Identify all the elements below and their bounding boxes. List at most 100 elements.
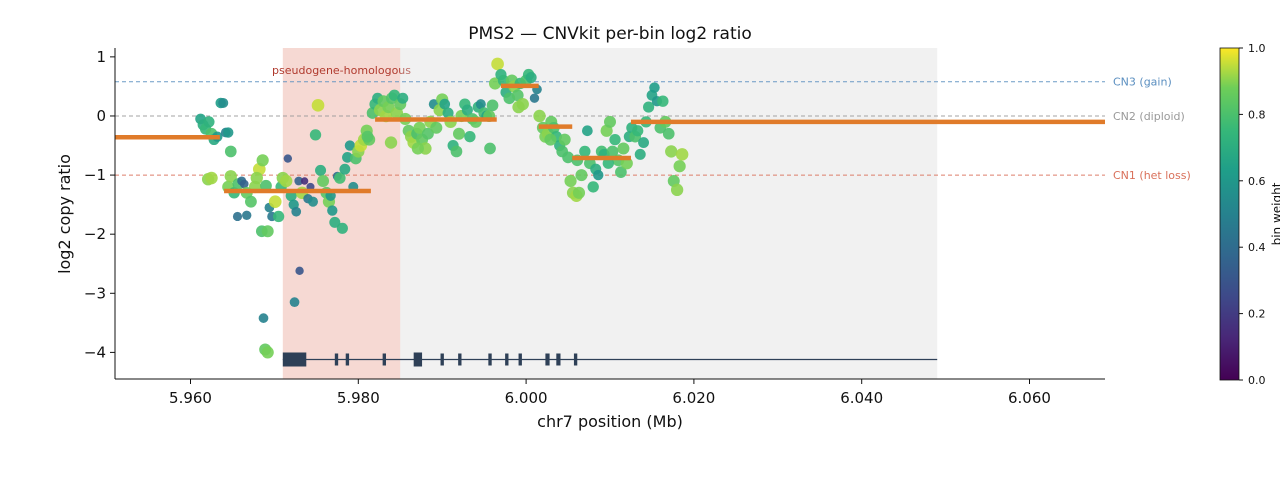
ref-label-0: CN3 (gain) <box>1113 76 1172 89</box>
bin-point-160 <box>609 133 621 146</box>
bin-point-183 <box>673 160 686 173</box>
bin-point-31 <box>242 210 252 220</box>
gene-exon-12 <box>573 353 578 366</box>
bin-point-99 <box>439 98 451 110</box>
bin-point-159 <box>606 145 619 158</box>
bin-point-177 <box>657 95 669 107</box>
bin-point-103 <box>450 145 463 158</box>
bin-point-25 <box>260 179 272 192</box>
bin-point-144 <box>564 174 577 188</box>
x-tick-label-0: 5.960 <box>169 389 212 407</box>
bin-point-81 <box>388 89 401 101</box>
y-tick-label-5: −4 <box>84 343 106 361</box>
x-tick-label-5: 6.060 <box>1008 389 1051 407</box>
bin-point-11 <box>224 145 237 158</box>
bin-point-118 <box>491 57 504 71</box>
gene-exon-2 <box>345 353 350 366</box>
bin-point-19 <box>239 179 249 189</box>
y-axis-ticks: 1 0 −1 −2 −3 −4 <box>84 48 115 361</box>
bin-point-170 <box>638 137 649 149</box>
bin-point-152 <box>587 181 599 193</box>
bin-point-10 <box>223 127 234 138</box>
bin-point-24 <box>256 154 269 167</box>
bin-point-194 <box>250 171 263 185</box>
bin-point-187 <box>544 133 557 146</box>
cb-tick-label-0: 0.0 <box>1248 374 1266 387</box>
bin-point-30 <box>232 211 243 222</box>
gene-exon-9 <box>518 353 522 366</box>
bin-point-65 <box>344 140 356 151</box>
bin-point-143 <box>562 151 574 164</box>
gene-exon-10 <box>545 353 550 366</box>
bin-point-108 <box>464 130 476 143</box>
bin-point-107 <box>461 104 473 116</box>
x-tick-label-1: 5.980 <box>337 389 380 407</box>
bin-point-154 <box>593 169 604 181</box>
ref-label-1: CN2 (diploid) <box>1113 110 1185 123</box>
gene-exon-4 <box>413 352 423 367</box>
gene-exon-11 <box>556 353 561 366</box>
bin-points <box>195 57 689 359</box>
bin-point-179 <box>662 127 675 140</box>
bin-point-40 <box>283 154 293 163</box>
bin-point-133 <box>533 109 546 123</box>
bin-point-54 <box>315 164 327 176</box>
x-tick-label-3: 6.020 <box>672 389 715 407</box>
colorbar-gradient <box>1219 47 1240 381</box>
bin-point-64 <box>342 151 353 163</box>
bin-point-90 <box>413 121 426 134</box>
bin-point-180 <box>665 145 678 158</box>
y-tick-label-2: −1 <box>84 166 106 184</box>
gene-exon-8 <box>505 353 509 366</box>
bin-point-182 <box>670 183 684 197</box>
bin-point-185 <box>484 142 496 155</box>
bin-point-131 <box>529 93 540 103</box>
bin-point-149 <box>579 145 591 158</box>
segment-lines <box>115 83 1105 194</box>
colorbar-label: bin weight <box>1270 182 1280 245</box>
bin-point-36 <box>261 346 274 359</box>
cb-tick-label-4: 0.8 <box>1248 108 1266 121</box>
bin-point-147 <box>572 186 586 199</box>
chart-title: PMS2 — CNVkit per-bin log2 ratio <box>468 24 752 44</box>
bin-point-84 <box>397 92 409 104</box>
bin-point-120 <box>497 74 510 87</box>
gene-exon-5 <box>440 353 444 366</box>
bin-point-53 <box>295 266 304 276</box>
bin-point-112 <box>475 99 486 110</box>
bin-point-172 <box>643 101 655 113</box>
y-tick-label-4: −3 <box>84 284 106 302</box>
bin-point-130 <box>525 72 537 84</box>
y-tick-label-0: 1 <box>96 48 106 66</box>
bin-point-190 <box>384 136 398 149</box>
y-tick-label-3: −2 <box>84 225 106 243</box>
bin-point-189 <box>602 157 614 169</box>
bin-point-13 <box>205 171 218 185</box>
bin-point-164 <box>620 157 633 170</box>
bin-point-52 <box>289 297 300 308</box>
bin-point-142 <box>558 133 571 146</box>
bin-point-61 <box>334 172 346 184</box>
bin-point-62 <box>336 222 348 234</box>
gene-exon-1 <box>334 353 339 366</box>
bin-point-150 <box>581 125 593 137</box>
gene-exon-0 <box>282 352 307 367</box>
bin-point-168 <box>632 125 644 137</box>
bin-point-116 <box>486 99 499 112</box>
bin-point-104 <box>452 127 465 140</box>
cb-tick-label-5: 1.0 <box>1248 42 1266 55</box>
bin-point-43 <box>291 206 302 217</box>
bin-point-162 <box>615 166 627 178</box>
bin-point-28 <box>268 195 282 209</box>
bin-point-55 <box>317 174 330 187</box>
bin-point-33 <box>261 225 274 238</box>
x-axis-label: chr7 position (Mb) <box>537 412 683 431</box>
bin-point-50 <box>309 129 322 141</box>
bin-point-63 <box>339 163 351 175</box>
bin-point-3 <box>203 116 215 128</box>
bin-point-29 <box>272 210 285 223</box>
highlight-regions: pseudogene-homologous <box>272 48 938 379</box>
bin-point-174 <box>649 82 660 93</box>
ref-label-2: CN1 (het loss) <box>1113 169 1191 182</box>
